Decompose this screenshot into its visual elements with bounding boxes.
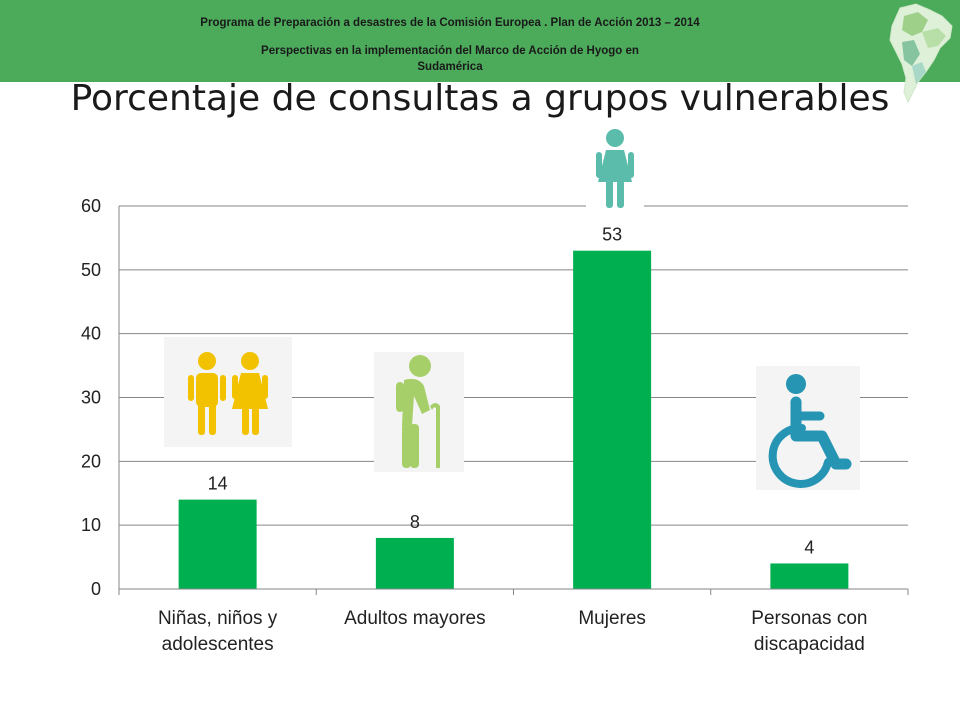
woman-icon bbox=[586, 126, 644, 212]
header-subtitle-line2: Sudamérica bbox=[417, 61, 483, 73]
data-label: 53 bbox=[602, 225, 622, 245]
bar bbox=[770, 563, 849, 589]
header-band bbox=[0, 0, 960, 82]
x-category-label: adolescentes bbox=[162, 634, 274, 655]
x-category-label: Niñas, niños y bbox=[158, 608, 278, 629]
y-tick-label: 60 bbox=[81, 196, 101, 216]
bar bbox=[573, 250, 652, 589]
data-labels: 14 8 53 4 bbox=[208, 225, 815, 558]
bar bbox=[375, 537, 454, 589]
data-label: 4 bbox=[804, 537, 814, 557]
header-program-text: Programa de Preparación a desastres de l… bbox=[200, 17, 700, 29]
south-america-map-icon bbox=[889, 3, 953, 104]
axes: 0 10 20 30 40 50 60 Niñas, niños y adolescentes A… bbox=[81, 196, 909, 655]
data-label: 8 bbox=[410, 512, 420, 532]
y-tick-label: 0 bbox=[91, 579, 101, 599]
bars bbox=[178, 250, 849, 589]
header-subtitle-text: Perspectivas en la implementación del Ma… bbox=[170, 43, 730, 75]
x-category-label: Personas con bbox=[751, 608, 867, 629]
children-icon bbox=[164, 337, 292, 447]
data-label: 14 bbox=[208, 474, 228, 494]
x-category-label: Mujeres bbox=[578, 608, 646, 629]
elderly-person-icon bbox=[374, 352, 464, 472]
y-tick-label: 50 bbox=[81, 260, 101, 280]
y-tick-label: 40 bbox=[81, 324, 101, 344]
wheelchair-icon bbox=[756, 366, 860, 490]
x-category-label: discapacidad bbox=[754, 634, 865, 655]
slide-title: Porcentaje de consultas a grupos vulnera… bbox=[70, 78, 890, 119]
x-category-label: Adultos mayores bbox=[344, 608, 486, 629]
bar bbox=[178, 499, 257, 589]
header-subtitle-line: Perspectivas en la implementación del Ma… bbox=[261, 45, 639, 57]
y-tick-label: 20 bbox=[81, 451, 101, 471]
y-tick-label: 30 bbox=[81, 388, 101, 408]
y-tick-label: 10 bbox=[81, 515, 101, 535]
